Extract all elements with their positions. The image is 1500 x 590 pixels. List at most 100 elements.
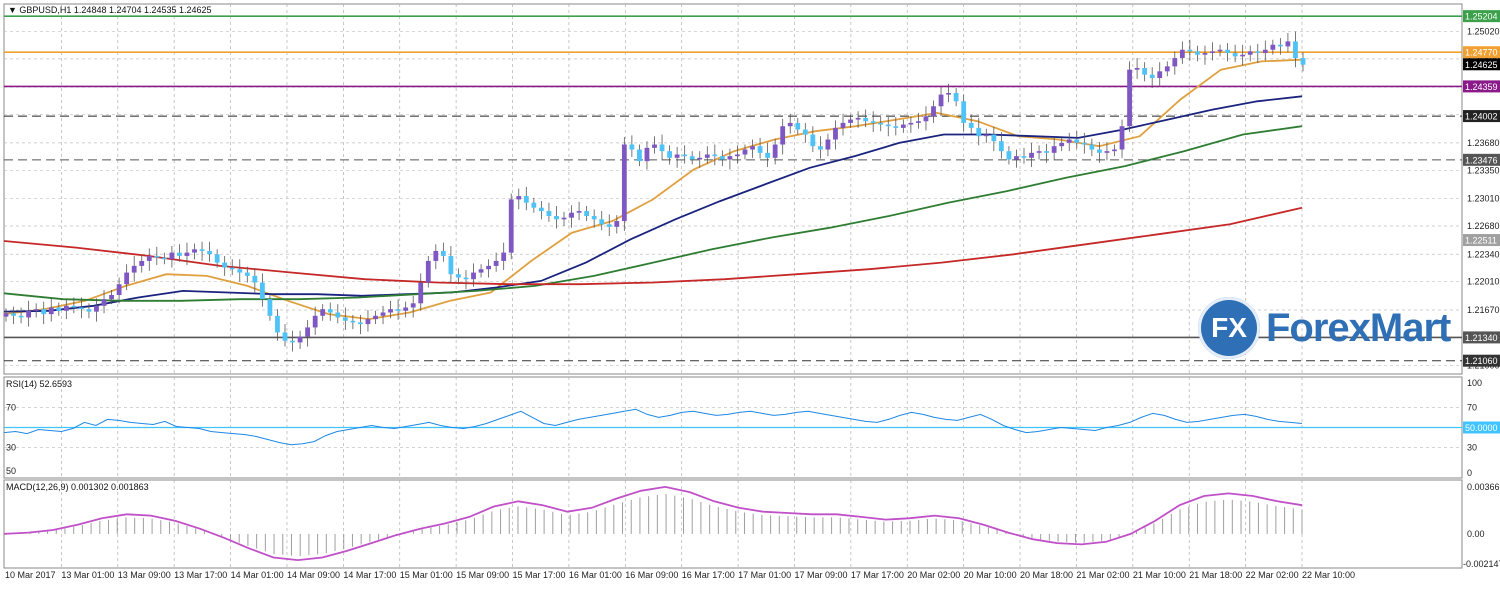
candle-body [908, 122, 914, 125]
y-tick-label: 1.23010 [1467, 194, 1500, 204]
candle-body [244, 272, 250, 276]
y-tick-label: 1.25020 [1467, 26, 1500, 36]
candle-body [983, 134, 989, 137]
candle-body [916, 121, 921, 123]
candle-body [86, 309, 92, 312]
candle-body [508, 199, 514, 253]
candle-body [780, 126, 786, 145]
candle-body [1179, 49, 1185, 59]
candle-body [139, 260, 145, 266]
level-label: 1.24625 [1465, 60, 1498, 70]
candle-body [712, 154, 718, 157]
candle-body [787, 122, 793, 127]
candle-body [1270, 44, 1276, 50]
candle-body [320, 309, 326, 316]
candle-body [991, 134, 997, 142]
x-tick-label: 14 Mar 17:00 [343, 570, 396, 580]
x-tick-label: 16 Mar 17:00 [682, 570, 735, 580]
x-tick-label: 16 Mar 01:00 [569, 570, 622, 580]
candle-body [1262, 49, 1268, 54]
brand-logo: FX ForexMart [1198, 293, 1458, 363]
candle-body [810, 134, 816, 147]
candle-body [177, 252, 182, 256]
rsi-left-tick: 30 [6, 443, 16, 453]
level-label: 1.22511 [1465, 236, 1497, 246]
candle-body [923, 116, 929, 122]
x-tick-label: 22 Mar 02:00 [1246, 570, 1299, 580]
brand-logo-mark: FX [1211, 312, 1247, 343]
x-tick-label: 13 Mar 09:00 [118, 570, 171, 580]
candle-body [621, 144, 627, 222]
candle-body [350, 320, 356, 323]
price-panel-frame [3, 3, 1463, 375]
candle-body [1036, 151, 1042, 153]
candle-body [124, 272, 130, 285]
candle-body [900, 124, 906, 128]
candle-body [1097, 149, 1102, 153]
candle-body [833, 127, 838, 140]
rsi-right-tick: 50.0000 [1465, 423, 1498, 433]
candle-body [531, 202, 537, 208]
candle-body [606, 224, 612, 227]
y-tick-label: 1.22680 [1467, 221, 1500, 231]
candle-body [727, 156, 733, 160]
candle-body [719, 156, 725, 160]
candle-body [184, 252, 190, 256]
price-header: ▼ GBPUSD,H1 1.24848 1.24704 1.24535 1.24… [8, 5, 212, 15]
candle-body [735, 154, 740, 157]
brand-logo-icon: FX [1198, 297, 1260, 359]
x-tick-label: 14 Mar 09:00 [287, 570, 340, 580]
candle-body [1172, 58, 1178, 67]
candle-body [290, 340, 295, 343]
candle-body [998, 141, 1004, 152]
candle-body [486, 265, 492, 270]
candle-body [1089, 144, 1095, 150]
candle-body [614, 221, 620, 227]
level-label-box [1463, 80, 1500, 93]
y-tick-label: 1.22340 [1467, 249, 1500, 259]
candle-body [652, 144, 657, 148]
candle-body [471, 272, 476, 280]
candle-body [953, 92, 959, 102]
candle-body [946, 92, 951, 95]
candle-body [478, 269, 484, 273]
candle-body [667, 151, 672, 158]
candle-body [576, 211, 582, 213]
candle-body [1217, 49, 1223, 52]
moving-average-line [3, 125, 1303, 302]
level-label-box [1463, 354, 1500, 367]
candle-body [1014, 156, 1019, 160]
level-label: 1.23476 [1465, 155, 1498, 165]
candle-body [11, 313, 16, 316]
x-tick-label: 13 Mar 01:00 [61, 570, 114, 580]
level-label: 1.24359 [1465, 82, 1498, 92]
candle-body [48, 307, 54, 315]
candle-body [523, 196, 529, 203]
candle-body [569, 212, 574, 218]
candle-body [41, 309, 47, 315]
candle-body [1202, 53, 1208, 55]
candle-body [659, 144, 665, 152]
candle-body [554, 216, 559, 220]
candle-body [154, 255, 160, 258]
candle-body [418, 282, 424, 304]
x-tick-label: 20 Mar 10:00 [964, 570, 1017, 580]
rsi-left-tick: 70 [6, 402, 16, 412]
candle-body [1006, 151, 1012, 160]
candle-body [840, 122, 846, 128]
x-tick-label: 10 Mar 2017 [5, 570, 56, 580]
level-label: 1.21060 [1465, 356, 1498, 366]
rsi-header: RSI(14) 52.6593 [6, 379, 72, 389]
candle-body [365, 319, 371, 325]
macd-panel-frame [3, 479, 1463, 569]
candle-body [538, 207, 544, 212]
candle-body [18, 315, 24, 318]
candle-body [63, 305, 69, 311]
candle-body [1029, 152, 1034, 158]
candle-body [259, 282, 265, 300]
candle-body [1232, 53, 1238, 57]
level-label: 1.24770 [1465, 48, 1498, 58]
candle-body [742, 149, 748, 155]
candle-body [863, 117, 869, 122]
candle-body [697, 157, 703, 160]
